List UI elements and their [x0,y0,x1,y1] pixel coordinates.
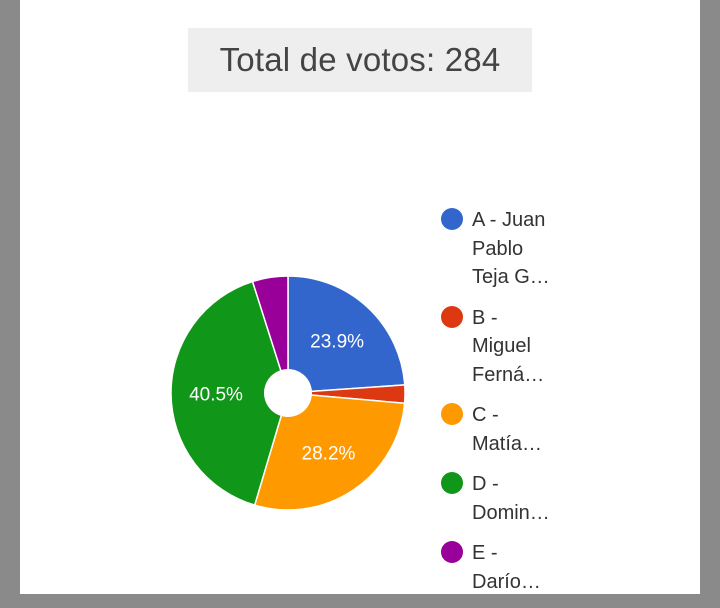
legend-label: B - Miguel Ferná… [472,306,545,386]
slice-label-a: 23.9% [310,331,364,352]
legend-label: E - Darío… [472,542,541,593]
legend-item-e[interactable]: E - Darío… [441,539,550,596]
pie-slice-c[interactable] [253,392,406,511]
legend-swatch-icon [441,472,463,494]
legend-swatch-icon [441,305,463,328]
chart-legend: A - Juan Pablo Teja G… B - Miguel Ferná… C… [441,206,550,608]
legend-item-d[interactable]: D - Domin… [441,470,550,527]
legend-item-b[interactable]: B - Miguel Ferná… [441,304,550,390]
legend-item-c[interactable]: C - Matía… [441,401,550,458]
total-votes-title: Total de votos: 284 [188,28,532,92]
legend-label: D - Domin… [472,473,550,524]
chart-card [20,0,700,594]
legend-swatch-icon [441,403,463,425]
legend-label: A - Juan Pablo Teja G… [472,209,550,288]
slice-label-c: 28.2% [302,444,356,465]
donut-hole [264,369,312,417]
pie-slice-a[interactable] [287,275,406,394]
legend-label: C - Matía… [472,404,543,455]
pie-slice-e[interactable] [251,275,289,394]
legend-swatch-icon [441,541,463,563]
slice-label-d: 40.5% [189,385,243,406]
legend-swatch-icon [441,208,463,230]
pie-slice-d[interactable] [170,280,289,507]
pie-chart: 23.9% 28.2% 40.5% [170,275,406,511]
legend-item-a[interactable]: A - Juan Pablo Teja G… [441,206,550,292]
